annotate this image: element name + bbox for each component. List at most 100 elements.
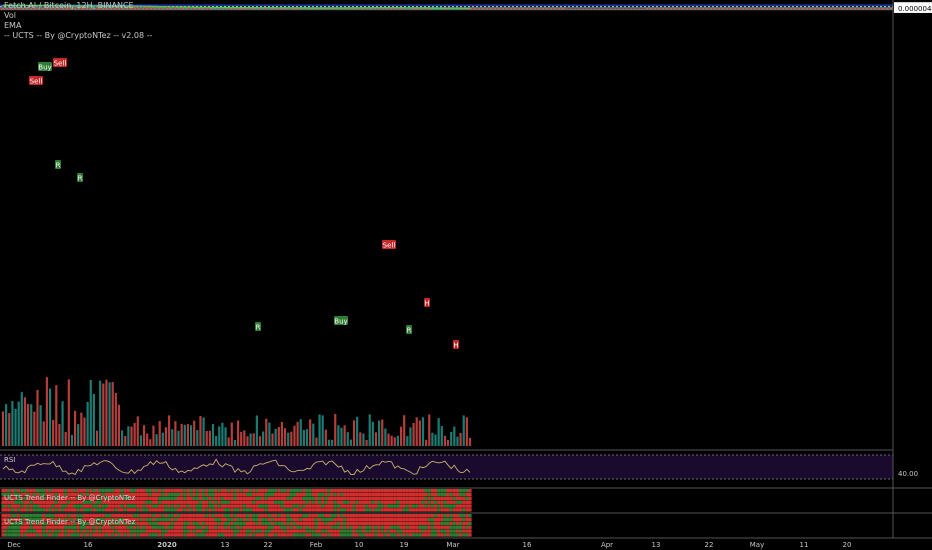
trend-cell bbox=[362, 514, 365, 517]
trend-cell bbox=[111, 529, 114, 532]
trend-cell bbox=[446, 493, 449, 496]
trend-cell bbox=[330, 526, 333, 529]
trend-cell bbox=[453, 533, 456, 536]
symbol-title[interactable]: Fetch.AI / Bitcoin, 12H, BINANCE bbox=[4, 1, 134, 11]
candle-body bbox=[152, 7, 154, 8]
trend-cell bbox=[437, 493, 440, 496]
trend-cell bbox=[446, 504, 449, 507]
trend-cell bbox=[258, 526, 261, 529]
rsi-title[interactable]: RSI bbox=[4, 456, 15, 464]
trend-cell bbox=[136, 514, 139, 517]
trend-cell bbox=[262, 529, 265, 532]
trend-cell bbox=[337, 529, 340, 532]
trend-cell bbox=[183, 522, 186, 525]
time-tick-label: 19 bbox=[400, 541, 409, 549]
trend-cell bbox=[365, 493, 368, 496]
volume-bar bbox=[224, 427, 226, 446]
trend-cell bbox=[5, 489, 8, 492]
vol-legend[interactable]: Vol bbox=[4, 11, 16, 21]
trend-cell bbox=[309, 497, 312, 500]
volume-bar bbox=[24, 397, 26, 446]
trend-cell bbox=[14, 529, 17, 532]
trend-cell bbox=[421, 518, 424, 521]
trend-cell bbox=[14, 514, 17, 517]
trend-cell bbox=[280, 493, 283, 496]
trend-cell bbox=[268, 514, 271, 517]
trend-cell bbox=[121, 504, 124, 507]
trend-cell bbox=[415, 497, 418, 500]
volume-bar bbox=[315, 438, 317, 446]
trend-cell bbox=[321, 522, 324, 525]
trend-cell bbox=[321, 501, 324, 504]
volume-bar bbox=[303, 430, 305, 446]
trend-cell bbox=[139, 529, 142, 532]
trend-cell bbox=[199, 501, 202, 504]
trend-cell bbox=[152, 504, 155, 507]
trend-cell bbox=[280, 529, 283, 532]
volume-bar bbox=[453, 427, 455, 446]
trend-cell bbox=[45, 489, 48, 492]
trend-cell bbox=[161, 508, 164, 511]
volume-bar bbox=[369, 414, 371, 446]
trend-cell bbox=[177, 489, 180, 492]
trend-cell bbox=[312, 489, 315, 492]
ema-legend[interactable]: EMA bbox=[4, 21, 21, 31]
trend-cell bbox=[399, 533, 402, 536]
trend-cell bbox=[121, 489, 124, 492]
trend-cell bbox=[215, 514, 218, 517]
trend-cell bbox=[26, 489, 29, 492]
trend-cell bbox=[346, 533, 349, 536]
trend-cell bbox=[378, 489, 381, 492]
trend-cell bbox=[399, 504, 402, 507]
price-highlight-label: 0.00000400 bbox=[898, 5, 932, 13]
trend-cell bbox=[293, 501, 296, 504]
trend-cell bbox=[327, 526, 330, 529]
trend-cell bbox=[277, 518, 280, 521]
trend-cell bbox=[233, 493, 236, 496]
trend-cell bbox=[171, 501, 174, 504]
trend-cell bbox=[249, 501, 252, 504]
trend-cell bbox=[117, 508, 120, 511]
trend-cell bbox=[196, 497, 199, 500]
trend-cell bbox=[321, 526, 324, 529]
trend-cell bbox=[365, 526, 368, 529]
trend-cell bbox=[258, 497, 261, 500]
trend-cell bbox=[321, 493, 324, 496]
trend-cell bbox=[168, 533, 171, 536]
trend-cell bbox=[189, 514, 192, 517]
trend-cell bbox=[431, 508, 434, 511]
trend-cell bbox=[465, 497, 468, 500]
trend-cell bbox=[174, 489, 177, 492]
trend-cell bbox=[227, 522, 230, 525]
trend-cell bbox=[415, 522, 418, 525]
trend-cell bbox=[240, 522, 243, 525]
trend-panel-2-title[interactable]: UCTS Trend Finder -- By @CryptoNTez bbox=[4, 518, 135, 526]
trend-cell bbox=[8, 489, 11, 492]
trend-cell bbox=[183, 533, 186, 536]
trend-cell bbox=[11, 514, 14, 517]
volume-bar bbox=[287, 433, 289, 446]
trend-cell bbox=[227, 518, 230, 521]
trend-cell bbox=[349, 489, 352, 492]
trend-cell bbox=[321, 497, 324, 500]
trend-cell bbox=[396, 526, 399, 529]
trend-cell bbox=[327, 508, 330, 511]
trend-cell bbox=[415, 501, 418, 504]
ucts-legend[interactable]: -- UCTS -- By @CryptoNTez -- v2.08 -- bbox=[4, 31, 152, 41]
trend-cell bbox=[321, 514, 324, 517]
trend-cell bbox=[468, 533, 471, 536]
trend-cell bbox=[418, 497, 421, 500]
trend-cell bbox=[114, 489, 117, 492]
trend-cell bbox=[409, 504, 412, 507]
trend-panel-1-title[interactable]: UCTS Trend Finder -- By @CryptoNTez bbox=[4, 494, 135, 502]
trend-cell bbox=[42, 514, 45, 517]
trend-cell bbox=[440, 497, 443, 500]
trend-cell bbox=[146, 522, 149, 525]
trend-cell bbox=[171, 526, 174, 529]
trend-cell bbox=[365, 529, 368, 532]
trend-cell bbox=[293, 526, 296, 529]
trend-cell bbox=[296, 533, 299, 536]
trend-cell bbox=[48, 489, 51, 492]
trend-cell bbox=[180, 518, 183, 521]
